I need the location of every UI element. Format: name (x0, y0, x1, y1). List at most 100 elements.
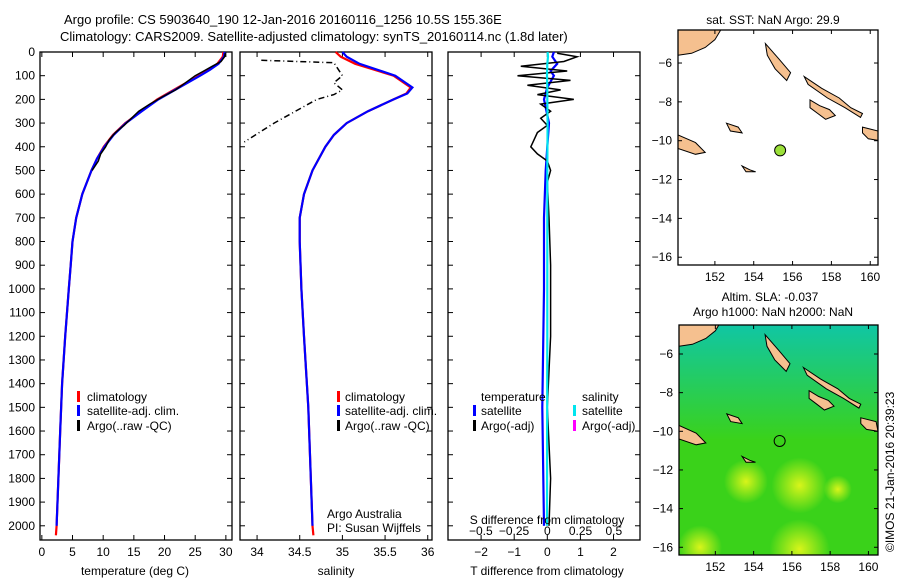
sla-map-title2: Argo h1000: NaN h2000: NaN (693, 305, 853, 319)
x2-tick-label: 0 (544, 524, 551, 538)
series-s-satellite (545, 51, 550, 526)
x-tick-label: 0 (544, 545, 551, 559)
series-climatology (54, 51, 225, 536)
x-tick-label: 36 (421, 545, 435, 559)
lon-tick-label: 158 (820, 560, 840, 574)
x-tick-label: 30 (219, 545, 233, 559)
x-tick-label: 25 (189, 545, 203, 559)
y-tick-label: 700 (15, 211, 35, 225)
land-polygon (809, 99, 837, 120)
legend-t-argo: Argo(-adj) (481, 419, 534, 433)
y-tick-label: 500 (15, 163, 35, 177)
x-tick-label: 34 (250, 545, 264, 559)
y-tick-label: 2000 (8, 519, 35, 533)
legend-header-temperature: temperature (481, 390, 546, 404)
land-polygon (808, 389, 835, 411)
series-satellite-adj-clim- (298, 51, 415, 526)
temperature-panel: 0 5 10 15 20 25 300100200300400500600700800900… (8, 45, 233, 559)
series-satellite-adj-clim- (55, 51, 226, 526)
sla-map-title1: Altim. SLA: -0.037 (722, 290, 819, 304)
sst-map-title: sat. SST: NaN Argo: 29.9 (706, 13, 840, 27)
y-tick-label: 1600 (8, 424, 35, 438)
x-tick-label: 35.5 (373, 545, 397, 559)
lon-tick-label: 160 (860, 270, 880, 284)
series-t-argo-adj- (517, 52, 580, 526)
plot-frame (447, 51, 641, 541)
plot-frame (39, 51, 233, 541)
lon-tick-label: 154 (744, 560, 764, 574)
figure-title-line2: Climatology: CARS2009. Satellite-adjuste… (60, 29, 568, 44)
legend-s-argo: Argo(-adj) (582, 419, 635, 433)
y-tick-label: 1900 (8, 495, 35, 509)
sla-positive-blob (771, 457, 828, 514)
sst-map: 152 154 156 158 160 −6 −8 −10 −12 −14 −16 (652, 29, 881, 284)
lat-tick-label: −10 (653, 424, 674, 438)
sla-high-region (679, 325, 878, 440)
y-tick-label: 400 (15, 140, 35, 154)
lat-tick-label: −16 (653, 540, 674, 554)
x2-tick-label: −0.5 (469, 524, 493, 538)
legend-swatch-satellite (77, 405, 80, 416)
salinity-xlabel: salinity (318, 564, 355, 578)
land-polygon (862, 126, 878, 141)
y-tick-label: 1500 (8, 400, 35, 414)
lon-tick-label: 156 (782, 560, 802, 574)
legend-t-satellite: satellite (481, 404, 522, 418)
lon-tick-label: 152 (705, 270, 725, 284)
y-tick-label: 1100 (9, 306, 35, 320)
x-tick-label: 15 (127, 545, 141, 559)
lat-tick-label: −12 (653, 463, 674, 477)
legend-swatch-argo (77, 420, 80, 431)
map-frame (677, 29, 879, 266)
land-polygon (679, 424, 707, 446)
y-tick-label: 900 (15, 258, 35, 272)
lat-tick-label: −12 (652, 173, 673, 187)
legend-swatch-climatology (337, 391, 340, 402)
legend-swatch-s-satellite (573, 405, 576, 416)
x-tick-label: −1 (507, 545, 521, 559)
lat-tick-label: −6 (658, 56, 672, 70)
y-tick-label: 300 (15, 116, 35, 130)
argo-location-marker (773, 434, 786, 447)
sla-positive-blob (769, 519, 830, 555)
sla-positive-blob (823, 475, 852, 504)
x-tick-label: 0 (38, 545, 45, 559)
y-tick-label: 0 (28, 45, 35, 59)
y-tick-label: 1700 (8, 448, 35, 462)
lon-tick-label: 152 (705, 560, 725, 574)
series-argo-raw-qc- (91, 53, 227, 171)
legend-s-satellite: satellite (582, 404, 623, 418)
land-polygon (678, 30, 722, 56)
lat-tick-label: −14 (652, 211, 673, 225)
legend-swatch-satellite (337, 405, 340, 416)
legend-swatch-climatology (77, 391, 80, 402)
lon-tick-label: 160 (858, 560, 878, 574)
land-polygon (725, 413, 744, 425)
y-tick-label: 1800 (8, 471, 35, 485)
land-polygon (764, 41, 792, 82)
land-polygon (740, 164, 756, 173)
lat-tick-label: −14 (653, 502, 674, 516)
argo-location-marker (774, 144, 787, 157)
x-tick-label: 2 (610, 545, 617, 559)
x-tick-label: 10 (97, 545, 111, 559)
lon-tick-label: 158 (821, 270, 841, 284)
land-polygon (740, 455, 756, 463)
land-polygon (802, 75, 864, 119)
y-tick-label: 800 (15, 235, 35, 249)
lat-tick-label: −8 (659, 386, 673, 400)
x2-tick-label: 0.25 (569, 524, 593, 538)
y-tick-label: 100 (15, 69, 35, 83)
x-tick-label: 5 (69, 545, 76, 559)
legend-swatch-t-satellite (473, 405, 476, 416)
land-polygon (764, 333, 791, 373)
map-frame (678, 324, 879, 556)
y-tick-label: 200 (15, 92, 35, 106)
y-tick-label: 1200 (8, 329, 35, 343)
temperature-legend: climatology satellite-adj. clim. Argo(..… (77, 390, 179, 433)
legend-argo: Argo(..raw -QC) (87, 419, 172, 433)
map-content (679, 325, 878, 555)
y-tick-label: 1300 (8, 353, 35, 367)
land-polygon (725, 122, 744, 134)
